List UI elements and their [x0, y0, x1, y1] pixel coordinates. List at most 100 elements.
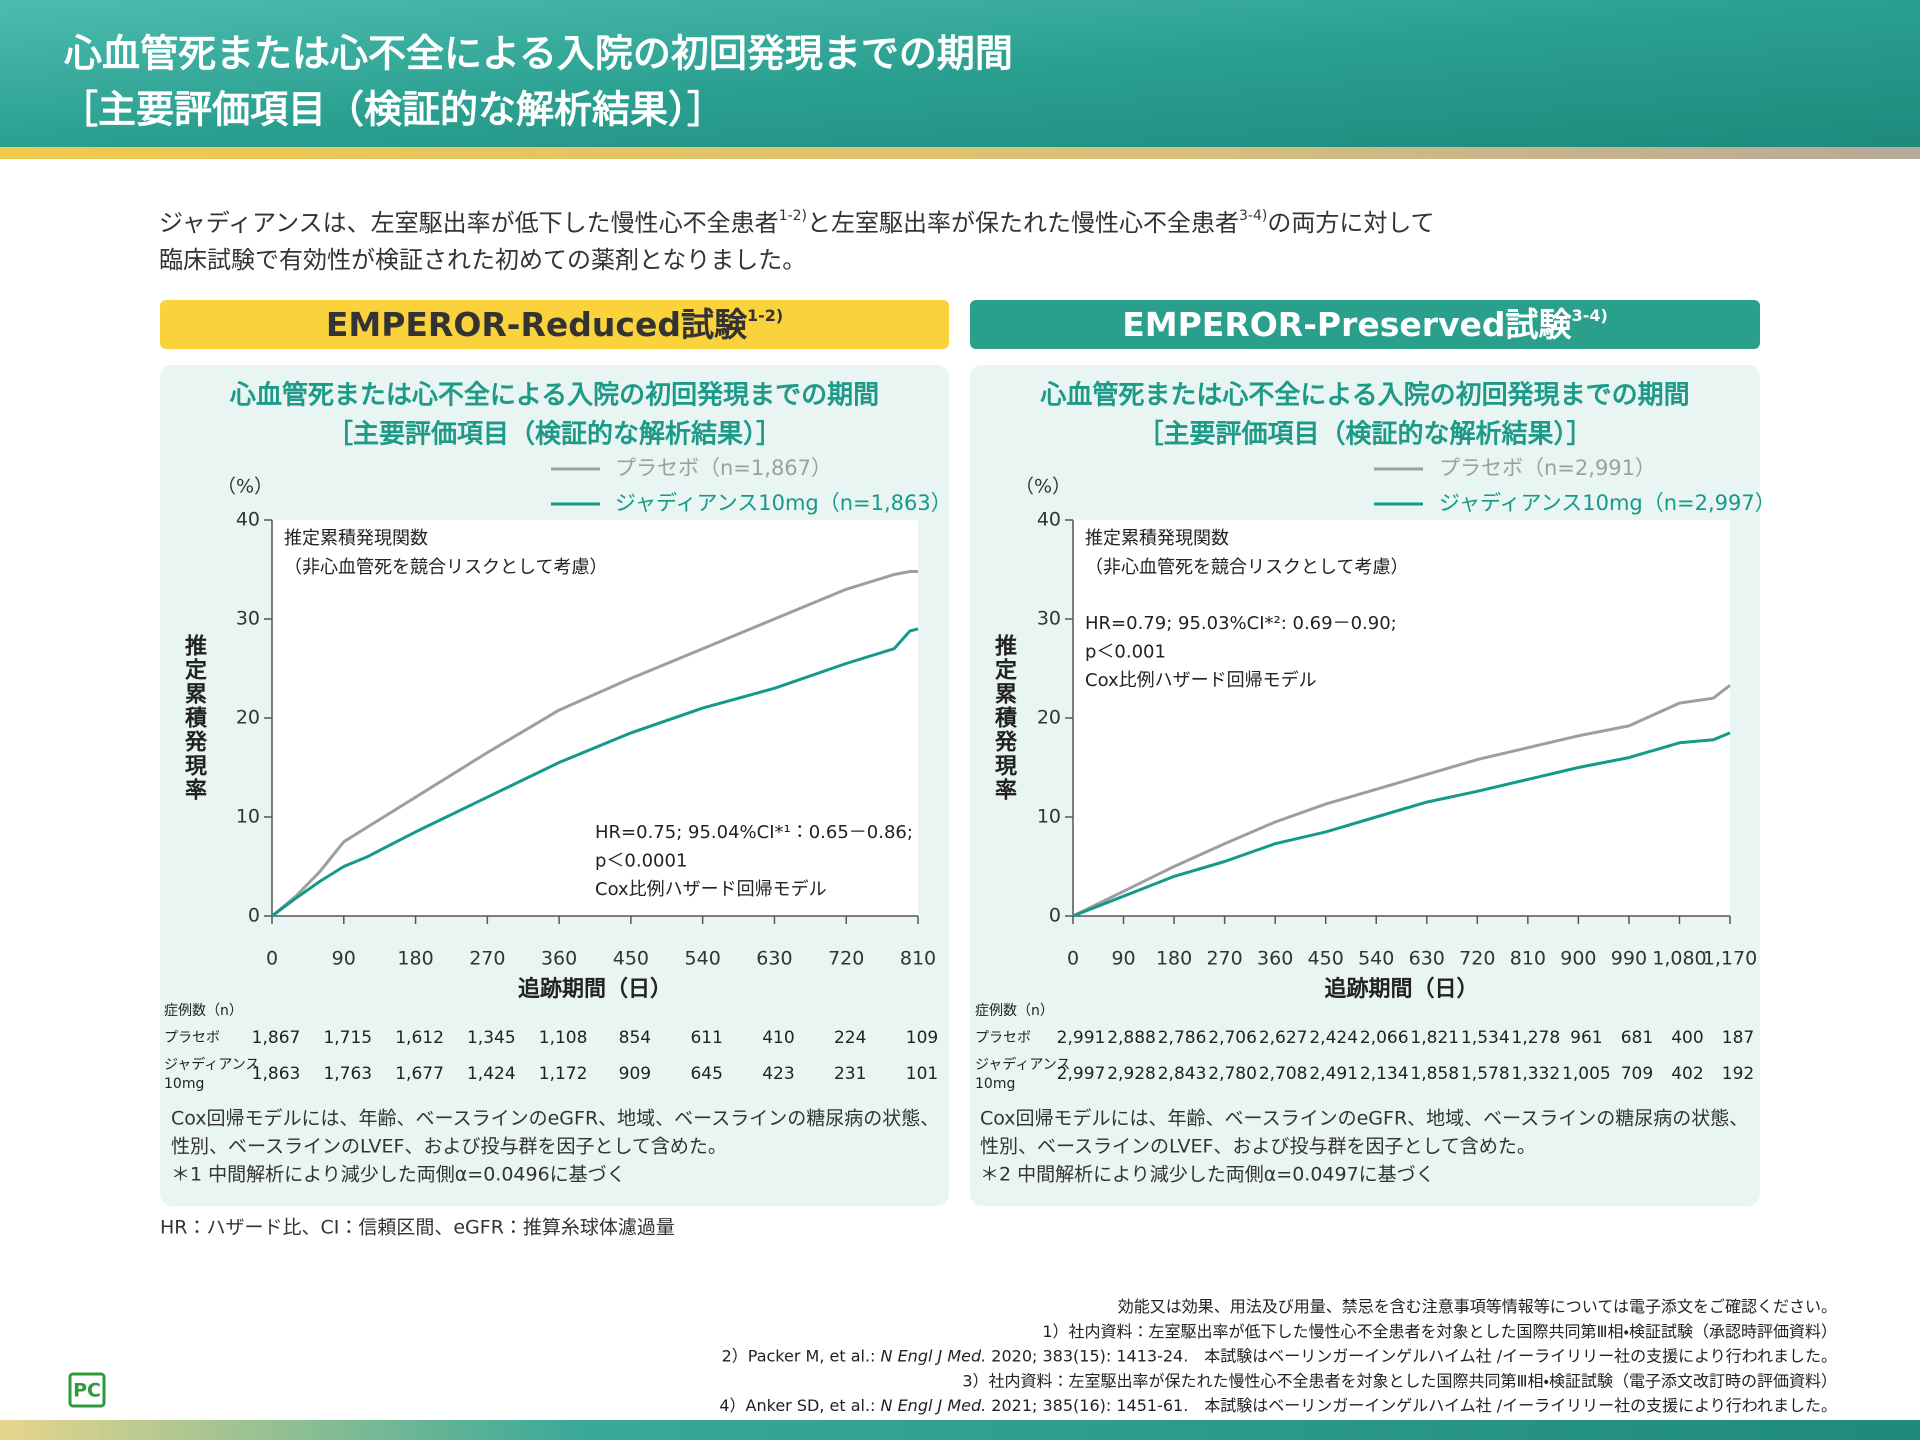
risk-row-label: プラセボ	[975, 1030, 1031, 1046]
risk-count: 2,424	[1309, 1028, 1358, 1048]
reference-part: N Engl J Med.	[881, 1396, 987, 1415]
risk-count: 2,843	[1158, 1064, 1207, 1084]
risk-table-label: 症例数（n）	[975, 1003, 1054, 1019]
x-tick-label: 630	[1409, 948, 1445, 970]
x-tick-label: 990	[1611, 948, 1647, 970]
reference-part: 2）Packer M, et al.:	[722, 1346, 881, 1365]
reference: 3）社内資料：左室駆出率が保たれた慢性心不全患者を対象とした国際共同第Ⅲ相・検証…	[962, 1371, 1837, 1390]
x-tick-label: 0	[1067, 948, 1079, 970]
x-tick-label: 810	[900, 948, 936, 970]
risk-count: 1,424	[467, 1064, 516, 1084]
y-tick-label: 0	[1049, 905, 1061, 927]
logo-box	[68, 1372, 106, 1408]
annotation: （非心血管死を競合リスクとして考慮）	[284, 557, 607, 578]
x-tick-label: 270	[1206, 948, 1242, 970]
risk-count: 709	[1621, 1064, 1653, 1084]
y-tick-label: 30	[236, 608, 260, 630]
hr-annotation: Cox比例ハザード回帰モデル	[595, 879, 827, 900]
risk-count: 1,534	[1461, 1028, 1510, 1048]
y-tick-label: 10	[1037, 806, 1061, 828]
reference-part: 4）Anker SD, et al.:	[719, 1396, 880, 1415]
reference: 2）Packer M, et al.: N Engl J Med. 2020; …	[722, 1346, 1837, 1365]
chart-title: 心血管死または心不全による入院の初回発現までの期間	[1039, 380, 1689, 411]
x-tick-label: 630	[756, 948, 792, 970]
reference-part: N Engl J Med.	[881, 1346, 987, 1365]
reference-part: 1）社内資料：左室駆出率が低下した慢性心不全患者を対象とした国際共同第Ⅲ相・検証…	[1042, 1321, 1837, 1340]
risk-count: 1,578	[1461, 1064, 1510, 1084]
y-tick-label: 40	[236, 509, 260, 531]
reference: 1）社内資料：左室駆出率が低下した慢性心不全患者を対象とした国際共同第Ⅲ相・検証…	[1042, 1321, 1837, 1340]
risk-count: 854	[619, 1028, 651, 1048]
intro-text: の両方に対して	[1267, 209, 1434, 237]
reference: 効能又は効果、用法及び用量、禁忌を含む注意事項等情報等については電子添文をご確認…	[1118, 1297, 1837, 1316]
panel-note: ＊1 中間解析により減少した両側α=0.0496に基づく	[171, 1164, 626, 1186]
chart-subtitle: ［主要評価項目（検証的な解析結果）］	[1137, 419, 1592, 450]
risk-count: 2,708	[1259, 1064, 1308, 1084]
risk-count: 611	[690, 1028, 722, 1048]
risk-count: 2,706	[1208, 1028, 1257, 1048]
risk-table-label: 症例数（n）	[164, 1003, 243, 1019]
risk-count: 2,991	[1057, 1028, 1106, 1048]
series-line	[271, 570, 918, 918]
risk-count: 1,677	[395, 1064, 444, 1084]
y-axis-label: 推定累積発現率	[991, 633, 1018, 802]
trial-name: EMPEROR-Reduced試験	[326, 305, 748, 344]
risk-count: 2,066	[1360, 1028, 1409, 1048]
risk-count: 1,612	[395, 1028, 444, 1048]
hr-annotation: p＜0.001	[1085, 642, 1166, 663]
y-tick-label: 20	[236, 707, 260, 729]
header-subtitle: ［主要評価項目（検証的な解析結果）］	[60, 88, 725, 132]
risk-row-label: 10mg	[164, 1076, 204, 1092]
intro-line: 臨床試験で有効性が検証された初めての薬剤となりました。	[159, 246, 806, 274]
risk-count: 2,491	[1309, 1064, 1358, 1084]
logo: PC	[73, 1380, 101, 1402]
risk-row-label: ジャディアンス	[164, 1056, 259, 1073]
series-line	[271, 627, 919, 918]
x-axis-label: 追跡期間（日）	[518, 976, 672, 1002]
intro-ref: 3-4)	[1239, 208, 1267, 224]
reference-part: 2020; 383(15): 1413-24. 本試験はベーリンガーインゲルハイ…	[986, 1346, 1837, 1365]
trial-name: EMPEROR-Preserved試験	[1122, 305, 1572, 344]
hr-annotation: p＜0.0001	[595, 851, 687, 872]
intro-ref: 1-2)	[779, 208, 807, 224]
intro-text: と左室駆出率が保たれた慢性心不全患者	[807, 209, 1239, 237]
risk-count: 2,627	[1259, 1028, 1308, 1048]
panel-note: ＊2 中間解析により減少した両側α=0.0497に基づく	[980, 1164, 1435, 1186]
legend-label: ジャディアンス10mg（n=2,997）	[1439, 491, 1776, 515]
x-tick-label: 720	[828, 948, 864, 970]
y-unit: （%）	[1015, 476, 1071, 498]
panel-note: Cox回帰モデルには、年齢、ベースラインのeGFR、地域、ベースラインの糖尿病の…	[980, 1108, 1748, 1130]
risk-count: 1,863	[252, 1064, 301, 1084]
header-stripe	[0, 147, 1920, 159]
risk-count: 187	[1722, 1028, 1754, 1048]
risk-count: 410	[762, 1028, 794, 1048]
risk-count: 2,786	[1158, 1028, 1207, 1048]
legend-label: プラセボ（n=2,991）	[1439, 456, 1656, 480]
x-tick-label: 450	[1308, 948, 1344, 970]
y-tick-label: 30	[1037, 608, 1061, 630]
x-tick-label: 810	[1510, 948, 1546, 970]
intro-text: ジャディアンスは、左室駆出率が低下した慢性心不全患者	[159, 209, 779, 237]
hr-annotation: HR=0.75; 95.04%CI*¹：0.65－0.86;	[595, 822, 913, 843]
x-tick-label: 1,080	[1652, 948, 1706, 970]
annotation: 推定累積発現関数	[284, 528, 428, 549]
panel-note: 性別、ベースラインのLVEF、および投与群を因子として含めた。	[980, 1136, 1536, 1158]
risk-count: 1,172	[539, 1064, 588, 1084]
y-unit: （%）	[217, 476, 273, 498]
risk-count: 2,134	[1360, 1064, 1409, 1084]
reference-part: 効能又は効果、用法及び用量、禁忌を含む注意事項等情報等については電子添文をご確認…	[1118, 1297, 1837, 1316]
y-axis-label: 推定累積発現率	[181, 633, 208, 802]
risk-count: 1,005	[1562, 1064, 1611, 1084]
intro-line: ジャディアンスは、左室駆出率が低下した慢性心不全患者1-2)と左室駆出率が保たれ…	[159, 208, 1435, 237]
trial-bar	[970, 300, 1760, 349]
y-tick-label: 40	[1037, 509, 1061, 531]
risk-count: 1,715	[323, 1028, 372, 1048]
risk-row-label: 10mg	[975, 1076, 1015, 1092]
reference-part: 3）社内資料：左室駆出率が保たれた慢性心不全患者を対象とした国際共同第Ⅲ相・検証…	[962, 1371, 1837, 1390]
risk-count: 2,997	[1057, 1064, 1106, 1084]
risk-count: 1,345	[467, 1028, 516, 1048]
trial-ref: 3-4)	[1572, 306, 1608, 325]
annotation: （非心血管死を競合リスクとして考慮）	[1085, 557, 1408, 578]
